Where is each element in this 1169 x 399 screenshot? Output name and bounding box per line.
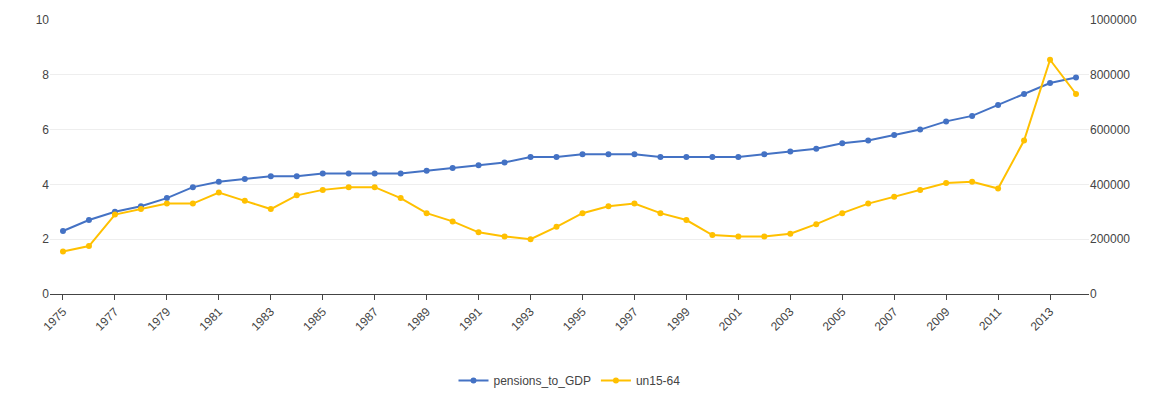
svg-text:1983: 1983: [248, 305, 277, 334]
svg-text:1000000: 1000000: [1090, 13, 1137, 27]
svg-text:400000: 400000: [1090, 178, 1130, 192]
svg-text:2013: 2013: [1028, 305, 1057, 334]
svg-text:2009: 2009: [924, 305, 953, 334]
svg-text:1995: 1995: [560, 305, 589, 334]
svg-text:1977: 1977: [93, 305, 122, 334]
svg-text:1999: 1999: [664, 305, 693, 334]
svg-text:1985: 1985: [300, 305, 329, 334]
svg-text:4: 4: [42, 178, 49, 192]
svg-text:1997: 1997: [612, 305, 641, 334]
svg-text:2011: 2011: [976, 305, 1004, 333]
svg-text:200000: 200000: [1090, 232, 1130, 246]
svg-text:2003: 2003: [768, 305, 797, 334]
svg-text:600000: 600000: [1090, 123, 1130, 137]
svg-text:un15-64: un15-64: [636, 374, 680, 388]
svg-text:1991: 1991: [456, 305, 485, 334]
svg-text:1975: 1975: [41, 305, 70, 334]
svg-text:2: 2: [42, 232, 49, 246]
svg-text:1989: 1989: [404, 305, 433, 334]
svg-text:1993: 1993: [508, 305, 537, 334]
svg-text:8: 8: [42, 68, 49, 82]
svg-text:pensions_to_GDP: pensions_to_GDP: [494, 374, 591, 388]
svg-text:6: 6: [42, 123, 49, 137]
svg-text:0: 0: [42, 287, 49, 301]
svg-text:2007: 2007: [872, 305, 901, 334]
svg-text:10: 10: [36, 13, 50, 27]
svg-text:2005: 2005: [820, 305, 849, 334]
svg-text:800000: 800000: [1090, 68, 1130, 82]
svg-text:0: 0: [1090, 287, 1097, 301]
svg-text:1987: 1987: [352, 305, 381, 334]
svg-text:2001: 2001: [716, 305, 745, 334]
svg-text:1979: 1979: [144, 305, 173, 334]
svg-text:1981: 1981: [196, 305, 225, 334]
